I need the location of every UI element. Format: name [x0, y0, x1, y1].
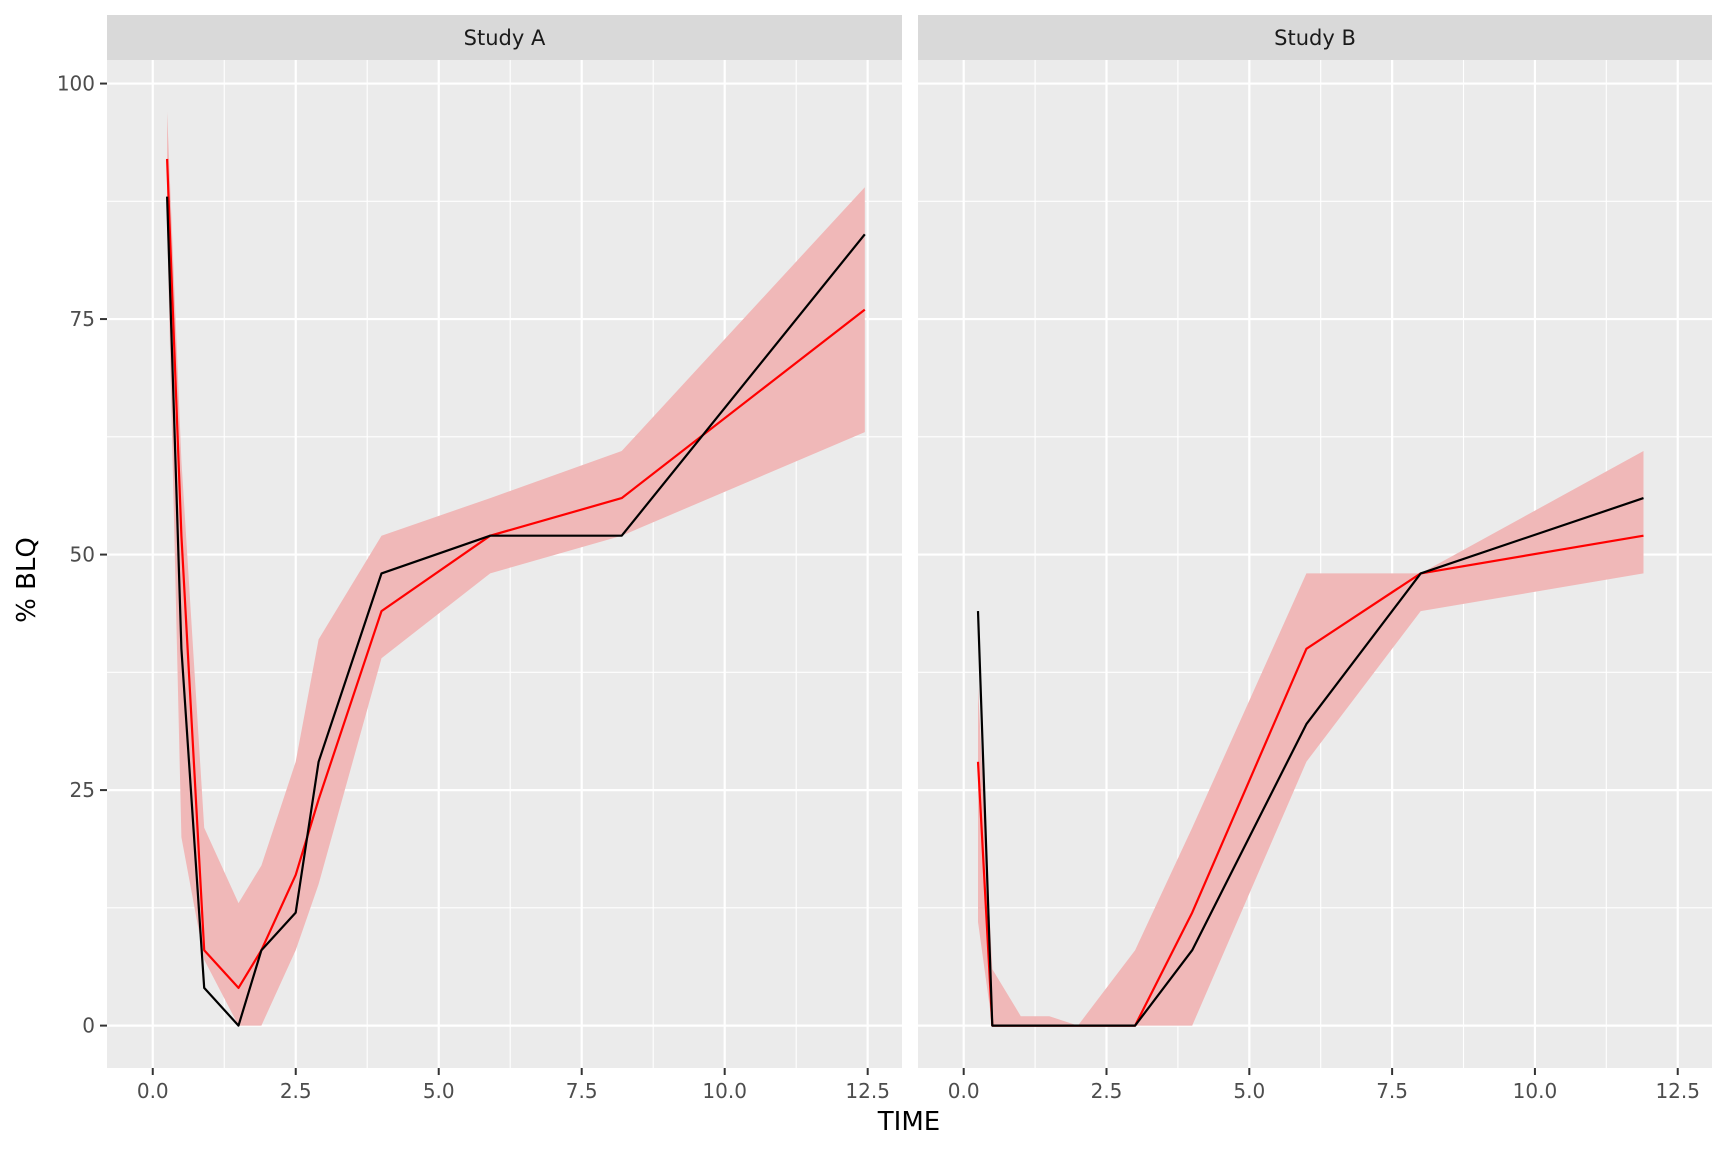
series-line	[166, 158, 866, 990]
y-tick-label: 100	[57, 72, 95, 96]
y-tick-label: 0	[82, 1014, 95, 1038]
x-tick-label: 2.5	[280, 1079, 312, 1103]
x-tick-label: 12.5	[1655, 1079, 1700, 1103]
facet-panels: Study A0.0 2.5 5.0 7.5 10.0 12.50255075100Stu…	[57, 15, 1712, 1103]
facet-strip	[918, 15, 1712, 60]
x-tick-label: 0.0	[137, 1079, 169, 1103]
x-tick-label: 5.0	[423, 1079, 455, 1103]
facet-strip-label: Study A	[464, 26, 546, 50]
facet-panel: Study A 0.0 2.5 5.0 7.5 10.0 12.5 0 25 50 75 100	[57, 15, 902, 1103]
y-tick-label: 25	[70, 778, 95, 802]
x-tick-label: 2.5	[1091, 1079, 1123, 1103]
facet-panel: Study B 0.0 2.5 5.0 7.5 10.0 12.5	[918, 15, 1712, 1103]
x-tick-label: 10.0	[702, 1079, 747, 1103]
x-tick-label: 10.0	[1513, 1079, 1558, 1103]
x-tick-label: 7.5	[1376, 1079, 1408, 1103]
prediction-band	[978, 451, 1644, 1026]
prediction-band	[167, 111, 865, 1026]
facet-strip-label: Study B	[1274, 26, 1356, 50]
y-tick-label: 75	[70, 307, 95, 331]
x-axis-title: TIME	[877, 1107, 940, 1137]
series-line	[166, 196, 866, 1027]
x-tick-label: 7.5	[566, 1079, 598, 1103]
x-tick-label: 0.0	[948, 1079, 980, 1103]
facet-strip	[107, 15, 902, 60]
y-tick-label: 50	[70, 543, 95, 567]
y-axis-title: % BLQ	[12, 537, 42, 623]
x-tick-label: 12.5	[845, 1079, 890, 1103]
series-line	[976, 497, 1644, 1027]
x-tick-label: 5.0	[1233, 1079, 1265, 1103]
